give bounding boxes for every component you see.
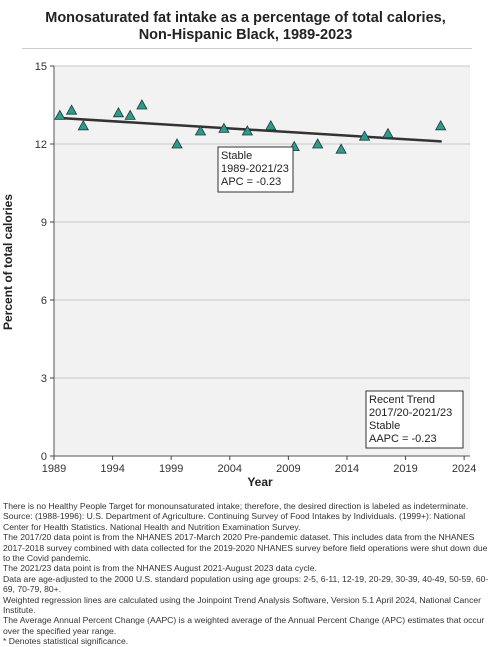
y-axis-ticks: 0 3 6 9 12 15 (35, 61, 54, 463)
x-tick-label-1: 1994 (100, 463, 124, 475)
y-tick-label-5: 15 (35, 61, 47, 73)
data-point-4 (124, 109, 136, 120)
data-point-2 (77, 119, 89, 131)
annotation-recent-line-0: Recent Trend (369, 394, 435, 406)
data-point-6 (171, 138, 183, 149)
annotation-stable-line-0: Stable (221, 150, 252, 162)
x-tick-label-4: 2009 (276, 463, 300, 475)
data-point-16 (435, 119, 447, 131)
data-point-0 (54, 109, 66, 120)
data-points (54, 99, 447, 154)
data-point-12 (311, 138, 324, 149)
footnote-4: Data are age-adjusted to the 2000 U.S. s… (3, 573, 489, 595)
annotation-stable-line-2: APC = -0.23 (221, 176, 281, 188)
x-tick-label-5: 2014 (335, 463, 359, 475)
data-point-14 (358, 130, 371, 141)
trend-line-group (58, 116, 442, 143)
annotation-recent-line-2: Stable (369, 420, 400, 432)
footnotes: There is no Healthy People Target for mo… (3, 501, 489, 647)
data-point-8 (218, 122, 230, 133)
annotation-box-recent (365, 390, 464, 449)
scatter-chart: 0 3 6 9 12 15 1989 1994 1999 2004 2009 2014 2019 202… (1, 61, 476, 489)
data-point-13 (335, 143, 347, 154)
chart-title: Monosaturated fat intake as a percentage… (0, 10, 491, 44)
y-tick-label-0: 0 (41, 451, 47, 463)
footnote-3: The 2021/23 data point is from the NHANE… (3, 563, 317, 574)
data-point-9 (241, 125, 254, 136)
data-point-1 (65, 104, 78, 115)
x-tick-label-6: 2019 (393, 463, 417, 475)
x-tick-label-0: 1989 (42, 463, 66, 475)
footnote-1: Source: (1988-1996): U.S. Department of … (3, 511, 466, 532)
data-point-10 (265, 119, 277, 131)
annotation-recent-line-3: AAPC = -0.23 (369, 433, 437, 445)
chart-title-line-2: Non-Hispanic Black, 1989-2023 (138, 27, 353, 43)
annotation-recent-line-1: 2017/20-2021/23 (369, 407, 452, 419)
data-point-3 (112, 106, 125, 118)
x-axis-ticks: 1989 1994 1999 2004 2009 2014 2019 2024 (42, 456, 476, 475)
trend-line (58, 116, 442, 143)
title-divider (22, 48, 472, 49)
data-point-15 (382, 127, 394, 139)
y-tick-label-3: 9 (41, 217, 47, 229)
footnote-5: Weighted regression lines are calculated… (3, 594, 482, 616)
x-tick-label-2: 1999 (159, 463, 183, 475)
y-axis-label: Percent of total calories (1, 194, 15, 330)
annotation-box-stable (217, 146, 294, 193)
annotation-stable-line-1: 1989-2021/23 (221, 163, 289, 175)
gridlines (54, 65, 470, 379)
axes (53, 66, 470, 457)
footnote-7: * Denotes statistical significance. (3, 636, 129, 647)
footnote-6: The Average Annual Percent Change (AAPC)… (3, 615, 485, 636)
x-tick-label-3: 2004 (218, 463, 242, 475)
chart-title-line-1: Monosaturated fat intake as a percentage… (45, 10, 446, 26)
footnote-0: There is no Healthy People Target for mo… (3, 501, 469, 511)
x-axis-label: Year (247, 475, 273, 489)
x-tick-label-7: 2024 (452, 463, 476, 475)
data-point-7 (194, 125, 207, 136)
y-tick-label-4: 12 (35, 139, 47, 151)
y-tick-label-2: 6 (41, 295, 47, 307)
data-point-5 (136, 99, 148, 110)
footnote-2: The 2017/20 data point is from the NHANE… (3, 532, 488, 564)
y-tick-label-1: 3 (41, 373, 47, 385)
